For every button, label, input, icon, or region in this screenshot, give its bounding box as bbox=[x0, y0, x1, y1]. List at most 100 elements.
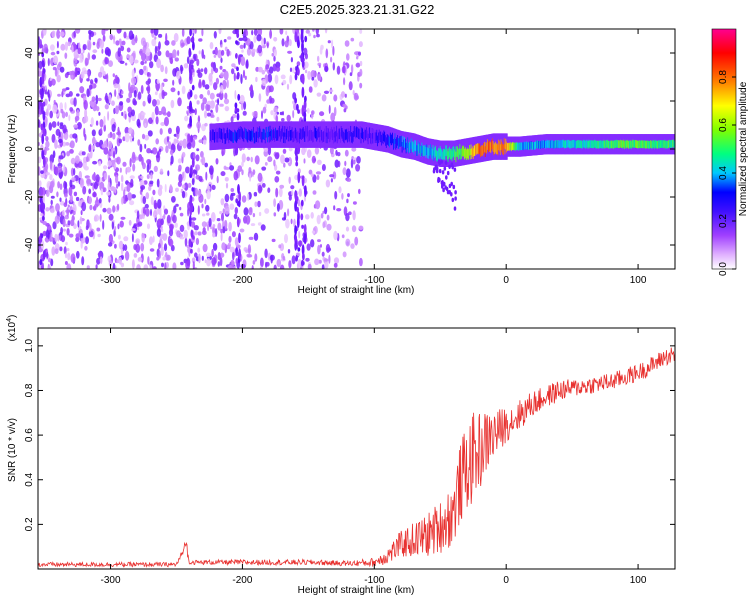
spectrogram-noise-mark bbox=[209, 165, 214, 176]
spectrogram-signal-core bbox=[211, 129, 214, 140]
spectrogram-noise-mark bbox=[220, 232, 223, 242]
spectrogram-streak-mark bbox=[302, 252, 305, 261]
spectrogram-signal-core bbox=[555, 140, 557, 148]
spectrogram-noise-mark bbox=[95, 120, 99, 126]
spectrogram-noise-mark bbox=[74, 115, 80, 122]
spectrogram-signal-core bbox=[619, 140, 621, 148]
spectrogram-noise-mark bbox=[181, 151, 186, 158]
spectrogram-noise-mark bbox=[182, 138, 188, 149]
spectrogram-signal-core bbox=[247, 131, 249, 143]
spectrogram-noise-mark bbox=[337, 160, 341, 168]
spectrogram-noise-mark bbox=[251, 29, 254, 36]
spectrogram-noise-mark bbox=[62, 218, 66, 228]
spectrogram-noise-mark bbox=[53, 164, 56, 175]
spectrogram-noise-mark bbox=[247, 254, 253, 258]
spectrogram-signal-core bbox=[321, 129, 323, 141]
spectrogram-signal-core bbox=[447, 151, 450, 162]
spectrogram-signal-core bbox=[243, 131, 245, 143]
spectrogram-noise-mark bbox=[273, 106, 279, 113]
spectrogram-signal-core bbox=[220, 128, 222, 139]
spectrogram-signal-core bbox=[387, 134, 389, 146]
spectrogram-streak-mark bbox=[301, 73, 305, 85]
spectrogram-noise-mark bbox=[346, 53, 350, 61]
spectrogram-noise-mark bbox=[70, 157, 76, 165]
spectrogram-tail-mark bbox=[444, 160, 448, 165]
spectrogram-noise-mark bbox=[341, 66, 346, 74]
spectrogram-signal-core bbox=[479, 143, 481, 155]
spectrogram-signal-core bbox=[241, 127, 243, 138]
spectrogram-noise-mark bbox=[305, 29, 310, 34]
spectrogram-noise-mark bbox=[233, 266, 236, 269]
spectrogram-noise-mark bbox=[148, 117, 153, 124]
spectrogram-noise-mark bbox=[118, 138, 123, 144]
spectrogram-signal-core bbox=[496, 143, 499, 154]
spectrogram-noise-mark bbox=[204, 198, 207, 205]
spectrogram-signal-core bbox=[420, 145, 423, 156]
spectrogram-signal-core bbox=[609, 140, 612, 149]
spectrogram-signal-core bbox=[303, 128, 306, 140]
spectrogram-noise-mark bbox=[50, 231, 53, 241]
spectrogram-noise-mark bbox=[113, 34, 116, 45]
spectrogram-signal-core bbox=[501, 141, 503, 153]
spectrogram-signal-core bbox=[534, 141, 537, 150]
spectrogram-signal-core bbox=[248, 129, 250, 140]
spectrogram-noise-mark bbox=[333, 94, 338, 102]
spectrogram-noise-mark bbox=[231, 68, 235, 75]
spectrogram-signal-core bbox=[358, 128, 360, 139]
spectrogram-signal-core bbox=[571, 140, 573, 149]
spectrogram-noise-mark bbox=[192, 72, 195, 77]
spectrogram-noise-mark bbox=[47, 58, 50, 67]
spectrogram-noise-mark bbox=[301, 147, 306, 156]
spectrogram-signal-core bbox=[517, 142, 519, 151]
spectrogram-signal-core bbox=[546, 139, 548, 148]
spectrogram-signal-core bbox=[672, 139, 674, 148]
spectrogram-noise-mark bbox=[198, 50, 201, 55]
spectrogram-noise-mark bbox=[239, 94, 245, 104]
spectrogram-noise-mark bbox=[81, 201, 87, 212]
spectrogram-noise-mark bbox=[103, 124, 106, 132]
spectrogram-noise-mark bbox=[278, 187, 283, 198]
spectrogram-noise-mark bbox=[86, 178, 92, 185]
spectrogram-noise-mark bbox=[150, 172, 153, 180]
spectrogram-signal-core bbox=[559, 140, 561, 149]
spectrogram-noise-mark bbox=[197, 205, 200, 215]
spectrogram-noise-mark bbox=[52, 55, 59, 65]
spectrogram-noise-mark bbox=[117, 181, 121, 187]
spectrogram-noise-mark bbox=[102, 34, 106, 42]
spectrogram-noise-mark bbox=[331, 39, 334, 49]
spectrogram-signal-core bbox=[523, 141, 526, 150]
spectrogram-signal-core bbox=[658, 140, 660, 148]
spectrogram-noise-mark bbox=[57, 233, 60, 242]
spectrogram-noise-mark bbox=[67, 252, 71, 261]
spectrogram-signal-core bbox=[222, 132, 224, 143]
spectrogram-noise-mark bbox=[48, 266, 52, 269]
spectrogram-noise-mark bbox=[147, 84, 151, 95]
spectrogram-noise-mark bbox=[187, 182, 192, 188]
spectrogram-noise-mark bbox=[131, 69, 135, 78]
spectrogram-signal-core bbox=[359, 126, 362, 137]
spectrogram-noise-mark bbox=[359, 29, 363, 34]
spectrogram-noise-mark bbox=[112, 205, 116, 213]
spectrogram-signal-core bbox=[491, 138, 494, 149]
snr-x-tick-label: -100 bbox=[364, 575, 384, 586]
spectrogram-noise-mark bbox=[75, 236, 80, 243]
spectrogram-streak-mark bbox=[42, 155, 46, 168]
spectrogram-noise-mark bbox=[330, 178, 333, 183]
spectrogram-noise-mark bbox=[54, 215, 60, 224]
spectrogram-signal-core bbox=[222, 127, 225, 139]
spectrogram-noise-mark bbox=[179, 64, 183, 72]
spectrogram-signal-core bbox=[219, 131, 222, 142]
spectrogram-noise-mark bbox=[48, 122, 52, 131]
spectrogram-signal-core bbox=[331, 126, 333, 138]
spectrogram-tail-mark bbox=[451, 197, 455, 203]
spectrogram-noise-mark bbox=[263, 147, 269, 152]
spectrogram-noise-mark bbox=[310, 173, 314, 178]
spectrogram-signal-core bbox=[253, 132, 256, 144]
spectrogram-noise-mark bbox=[103, 115, 106, 126]
spectrogram-signal-core bbox=[316, 130, 318, 142]
spectrogram-noise-mark bbox=[156, 58, 162, 69]
spectrogram-streak-mark bbox=[300, 199, 304, 207]
spectrogram-tail-mark bbox=[446, 190, 450, 195]
spectrogram-noise-mark bbox=[83, 70, 88, 75]
